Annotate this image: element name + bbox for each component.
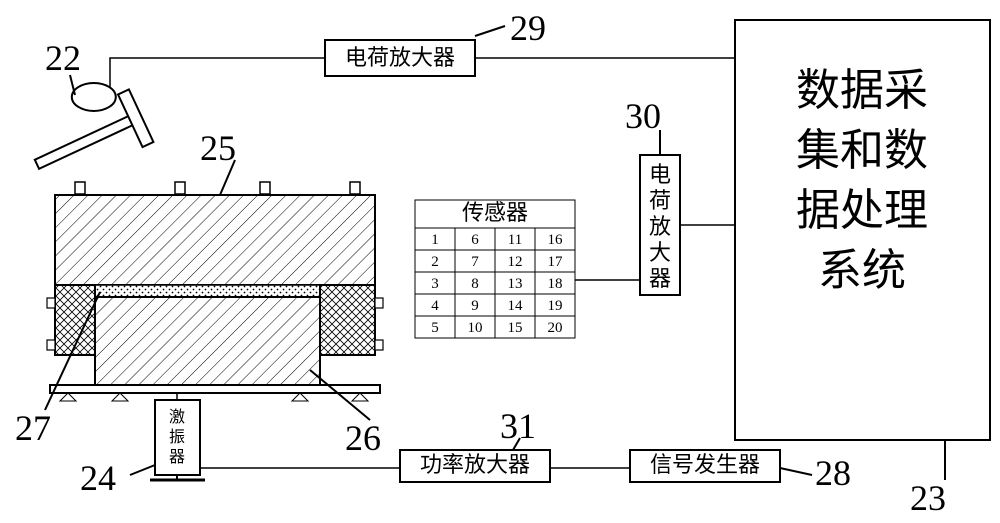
sensor-cell: 4 <box>431 298 439 314</box>
callout-29-leader <box>475 26 505 36</box>
sensor-table: 传感器 1611162712173813184914195101520 <box>415 200 575 338</box>
callout-24-leader <box>130 465 155 475</box>
ca30-c5: 器 <box>649 266 671 291</box>
sensor-cell: 9 <box>471 298 479 314</box>
sensor-cell: 15 <box>508 320 523 336</box>
sensor-cell: 12 <box>508 254 523 270</box>
exciter-c2: 振 <box>169 428 185 446</box>
ca30-c1: 电 <box>649 162 671 187</box>
callout-28: 28 <box>815 453 851 493</box>
daq-label-line4: 系统 <box>818 246 906 295</box>
sensor-cell: 7 <box>471 254 479 270</box>
callout-29: 29 <box>510 8 546 48</box>
exciter-c3: 器 <box>169 448 185 466</box>
stipple-layer-27 <box>95 285 320 297</box>
impulse-hammer <box>12 62 153 190</box>
sig-gen-label: 信号发生器 <box>650 452 760 477</box>
top-sensors <box>75 182 360 194</box>
wire-hammer-amp <box>110 58 325 100</box>
sensor-cell: 16 <box>548 232 564 248</box>
sensor-cell: 3 <box>431 276 439 292</box>
exciter-c1: 激 <box>169 408 185 426</box>
charge-amp-top-label: 电荷放大器 <box>345 45 455 70</box>
callout-24: 24 <box>80 458 116 498</box>
sensor-cell: 11 <box>508 232 522 248</box>
right-support <box>320 285 375 355</box>
sensor-cell: 8 <box>471 276 479 292</box>
sensor-cell: 14 <box>508 298 524 314</box>
sensor-cell: 2 <box>431 254 439 270</box>
callout-26: 26 <box>345 418 381 458</box>
callout-25: 25 <box>200 128 236 168</box>
ca30-c4: 大 <box>649 240 671 265</box>
callout-30: 30 <box>625 96 661 136</box>
sensor-cell: 5 <box>431 320 439 336</box>
sensor-cell: 10 <box>468 320 483 336</box>
callout-27: 27 <box>15 408 51 448</box>
callout-22: 22 <box>45 38 81 78</box>
sensor-cell: 6 <box>471 232 479 248</box>
power-amp-label: 功率放大器 <box>420 452 530 477</box>
sensor-cell: 1 <box>431 232 439 248</box>
sensor-cell: 13 <box>508 276 523 292</box>
daq-label-line3: 据处理 <box>796 186 928 235</box>
diagram-canvas: 数据采 集和数 据处理 系统 23 电荷放大器 29 22 <box>0 0 1000 523</box>
sensor-cell: 20 <box>548 320 563 336</box>
upper-block-25 <box>55 195 375 285</box>
sensor-table-header: 传感器 <box>462 200 528 225</box>
ca30-c3: 放 <box>649 214 671 239</box>
daq-label-line1: 数据采 <box>796 66 928 115</box>
sensor-cell: 17 <box>548 254 564 270</box>
sensor-cell: 18 <box>548 276 563 292</box>
callout-31: 31 <box>500 406 536 446</box>
ca30-c2: 荷 <box>649 188 671 213</box>
callout-28-leader <box>780 468 812 475</box>
callout-23: 23 <box>910 478 946 518</box>
daq-label-line2: 集和数 <box>796 126 928 175</box>
sensor-cell: 19 <box>548 298 563 314</box>
lower-block-26 <box>95 297 320 385</box>
